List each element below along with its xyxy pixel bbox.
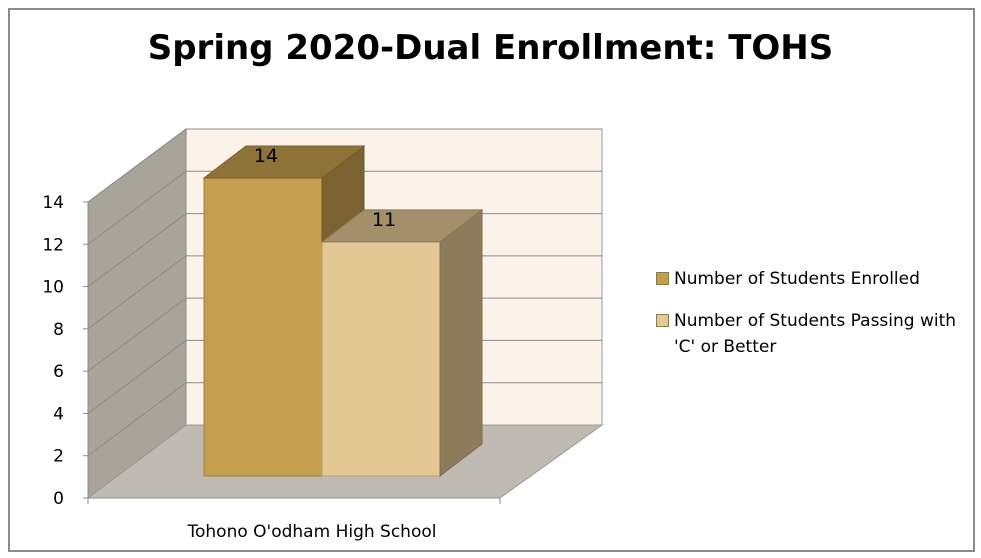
gridline-side-12	[87, 170, 187, 245]
y-tick-label-14: 14	[42, 193, 64, 213]
legend-swatch-passing	[656, 314, 669, 327]
legend-item-passing: Number of Students Passing with 'C' or B…	[656, 308, 976, 360]
y-tick-label-2: 2	[53, 447, 64, 467]
gridline-side-14	[87, 128, 187, 203]
legend-label-enrolled: Number of Students Enrolled	[674, 269, 920, 289]
y-tick-label-6: 6	[53, 362, 64, 382]
data-label-enrolled: 14	[254, 145, 278, 167]
x-category-label: Tohono O'odham High School	[187, 522, 437, 542]
data-label-passing: 11	[372, 209, 396, 231]
legend: Number of Students Enrolled Number of St…	[656, 266, 976, 376]
bar-passing-top	[320, 209, 484, 243]
bar-passing-side	[439, 208, 483, 478]
y-tick-label-8: 8	[53, 320, 64, 340]
gridline-side-10	[87, 213, 187, 287]
legend-swatch-enrolled	[656, 272, 669, 285]
gridline-side-2	[87, 382, 187, 457]
bar-enrolled-top	[202, 145, 366, 179]
y-tick-label-4: 4	[53, 404, 64, 424]
bar-enrolled-front	[203, 177, 323, 477]
y-tick-label-10: 10	[42, 278, 64, 298]
gridline-side-8	[87, 255, 187, 330]
gridline-side-6	[87, 297, 187, 372]
gridline-side-4	[87, 340, 187, 414]
y-tick-label-0: 0	[53, 489, 64, 509]
legend-item-enrolled: Number of Students Enrolled	[656, 266, 976, 292]
y-tick-label-12: 12	[42, 235, 64, 255]
bar-passing-front	[321, 241, 441, 477]
legend-label-passing: Number of Students Passing with 'C' or B…	[674, 311, 957, 357]
chart-title: Spring 2020-Dual Enrollment: TOHS	[147, 28, 834, 68]
